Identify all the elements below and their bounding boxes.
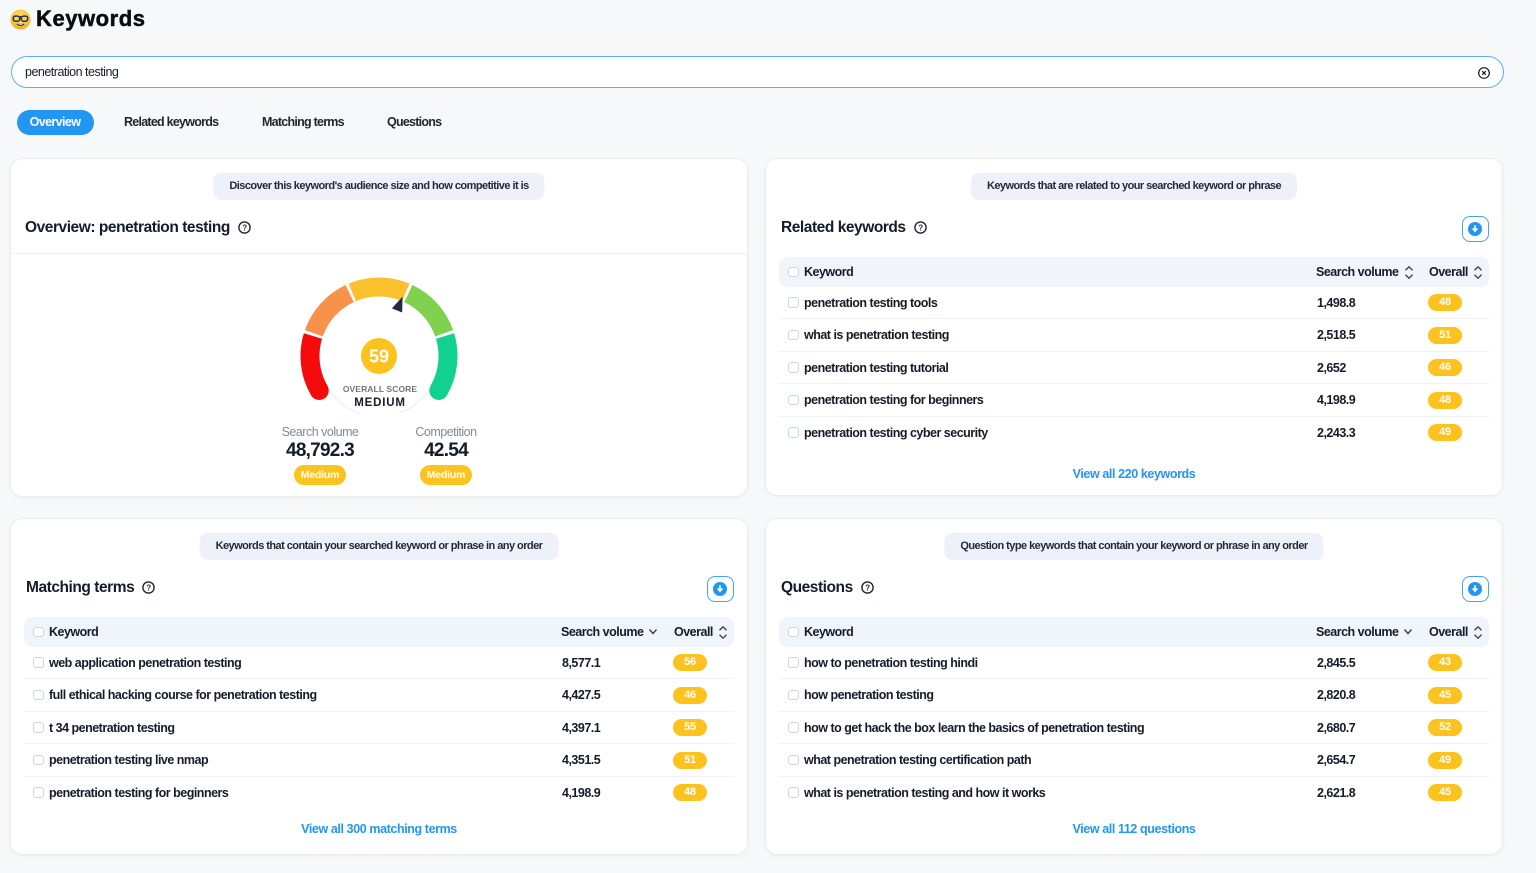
svg-text:?: ?: [242, 223, 247, 232]
svg-text:?: ?: [147, 583, 152, 592]
svg-text:59: 59: [369, 347, 389, 367]
svg-text:?: ?: [918, 223, 923, 232]
svg-text:?: ?: [865, 583, 870, 592]
